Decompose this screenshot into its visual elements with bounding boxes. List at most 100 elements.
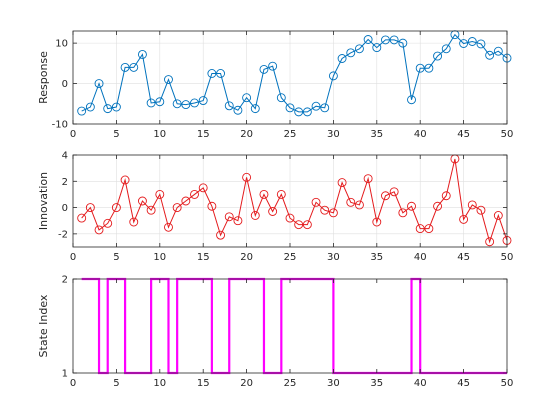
data-point-marker [346,197,356,207]
data-point-marker [94,79,104,89]
data-point-marker [120,62,130,72]
y-tick-label: 0 [62,79,68,90]
x-tick-label: 30 [327,129,340,140]
data-point-marker [285,213,295,223]
y-axis-label: State Index [37,294,50,357]
x-tick-label: 10 [153,378,166,389]
x-tick-label: 20 [240,378,253,389]
data-point-marker [242,93,252,103]
data-point-marker [259,64,269,74]
data-point-marker [407,95,416,105]
data-point-marker [250,104,260,114]
x-tick-label: 50 [501,129,514,140]
data-point-marker [363,174,373,184]
data-point-marker [250,211,260,220]
x-tick-label: 10 [153,129,166,140]
data-point-marker [216,230,226,240]
data-point-marker [328,71,338,81]
data-point-marker [77,213,87,223]
x-tick-label: 45 [457,129,470,140]
data-point-marker [268,61,278,71]
data-point-marker [268,207,278,216]
data-point-marker [372,43,382,53]
data-point-marker [233,216,243,226]
data-point-marker [94,225,104,235]
data-point-marker [137,50,147,59]
x-tick-label: 20 [240,129,253,140]
data-point-marker [381,191,390,201]
data-point-marker [233,105,243,115]
x-tick-label: 25 [284,378,297,389]
x-tick-label: 30 [327,252,340,263]
data-point-marker [459,39,469,48]
data-point-marker [302,220,312,230]
data-point-marker [441,44,451,54]
data-point-marker [224,101,234,111]
x-tick-label: 0 [70,378,76,389]
data-point-marker [224,212,234,222]
x-tick-label: 25 [284,129,297,140]
response-line [81,33,508,113]
y-tick-label: -2 [58,229,68,240]
data-point-marker [207,201,217,211]
data-point-marker [285,103,295,113]
y-tick-label: 2 [62,177,68,188]
data-point-marker [485,237,495,247]
data-point-marker [103,218,113,228]
x-tick-label: 35 [370,378,383,389]
data-point-marker [467,37,477,46]
x-tick-label: 5 [113,252,119,263]
data-point-marker [207,69,217,78]
data-point-marker [103,104,113,114]
data-point-marker [320,103,330,113]
data-point-marker [424,63,434,73]
data-point-marker [216,69,226,78]
x-tick-label: 40 [414,129,427,140]
data-point-marker [111,203,121,213]
data-point-marker [164,222,173,232]
x-tick-label: 20 [240,252,253,263]
y-axis-label: Response [37,51,50,104]
x-tick-label: 30 [327,378,340,389]
data-point-marker [129,217,139,227]
y-tick-label: 10 [55,39,68,50]
data-point-marker [146,205,156,215]
x-tick-label: 40 [414,378,427,389]
data-point-marker [198,96,208,106]
y-tick-label: 0 [62,203,68,214]
data-point-marker [389,35,399,45]
data-point-marker [320,205,330,215]
data-point-marker [190,189,199,199]
y-tick-label: 4 [62,151,68,162]
x-tick-label: 0 [70,252,76,263]
data-point-marker [389,187,399,197]
data-point-marker [485,50,495,60]
data-point-marker [276,93,286,103]
x-tick-label: 15 [197,252,210,263]
data-point-marker [294,220,304,230]
data-point-marker [85,203,95,213]
x-tick-label: 15 [197,129,210,140]
data-point-marker [111,102,121,112]
data-point-marker [467,200,477,210]
x-tick-label: 15 [197,378,210,389]
data-point-marker [476,205,486,215]
data-point-marker [181,196,191,206]
plot-area [73,279,507,373]
x-tick-label: 45 [457,378,470,389]
x-tick-label: 0 [70,129,76,140]
data-point-marker [172,99,182,109]
data-point-marker [129,62,139,72]
data-point-marker [441,191,451,201]
data-point-marker [424,224,434,234]
data-point-marker [120,175,130,185]
data-point-marker [493,46,503,56]
y-tick-label: 1 [62,369,68,380]
x-tick-label: 25 [284,252,297,263]
data-point-marker [381,35,390,45]
data-point-marker [190,98,199,108]
y-tick-label: 2 [62,275,68,286]
data-point-marker [155,97,165,107]
x-tick-label: 5 [113,129,119,140]
